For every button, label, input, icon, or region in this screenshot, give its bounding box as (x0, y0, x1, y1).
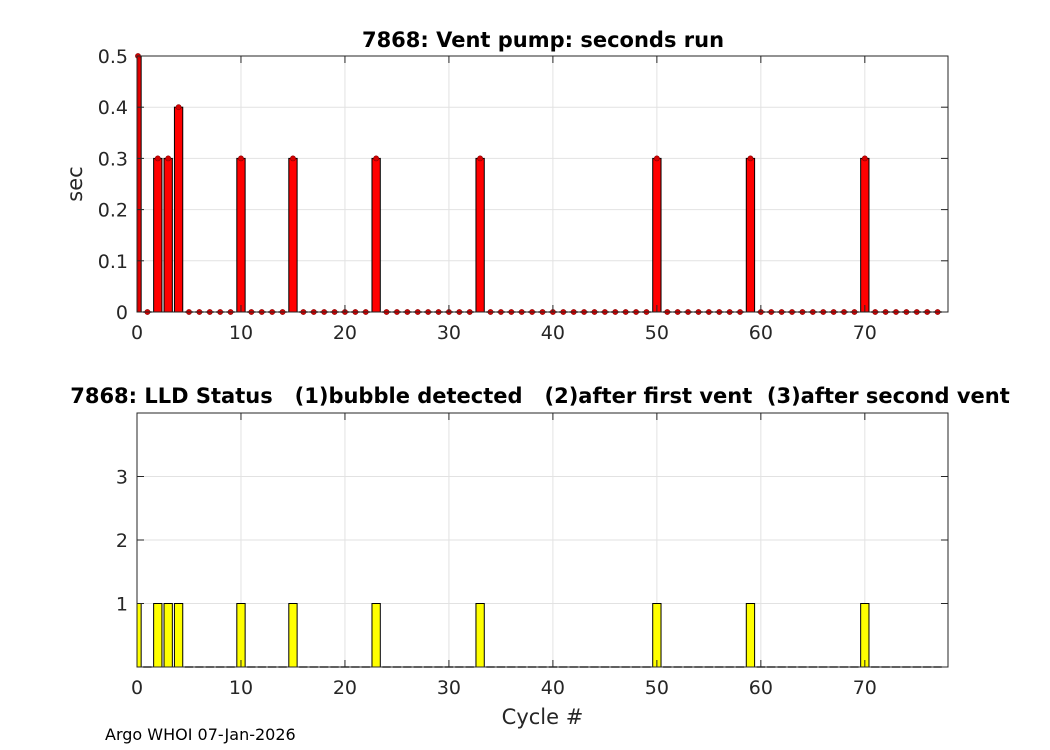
x-tick-label: 40 (541, 322, 565, 344)
plot-area (137, 56, 948, 312)
x-tick-label: 20 (333, 677, 357, 699)
x-tick-label: 10 (229, 322, 253, 344)
y-tick-label: 0.5 (98, 46, 128, 68)
data-point (477, 155, 484, 162)
x-tick-label: 30 (437, 677, 461, 699)
data-point (747, 155, 754, 162)
x-tick-label: 70 (853, 322, 877, 344)
bar (475, 157, 485, 313)
data-point (653, 155, 660, 162)
y-tick-label: 0 (116, 302, 128, 324)
y-tick-label: 3 (116, 467, 128, 489)
lld-status-chart: 0 10 20 30 40 50 60 70 1 2 3 7868: LLD Status (1)bu… (70, 384, 1010, 729)
x-tick-label: 20 (333, 322, 357, 344)
vent-pump-chart: 0 10 20 30 40 50 60 70 0 0.1 0.2 0.3 0.4 0.5 7868: Ven… (63, 28, 949, 344)
x-axis-label: Cycle # (502, 705, 584, 729)
bar (163, 157, 173, 313)
x-tick-label: 70 (853, 677, 877, 699)
data-point (154, 155, 161, 162)
axes-box (136, 55, 949, 313)
bar (173, 106, 184, 313)
bar (860, 603, 870, 668)
x-tick-label: 40 (541, 677, 565, 699)
data-point (290, 155, 296, 162)
y-tick-label: 0.2 (98, 200, 128, 222)
bar (371, 603, 381, 668)
bar (745, 157, 756, 313)
bar (163, 603, 173, 668)
bar (475, 603, 485, 668)
bar (652, 157, 662, 313)
x-tick-label: 0 (131, 322, 143, 344)
footer-credit: Argo WHOI 07-Jan-2026 (105, 725, 296, 744)
chart-title: 7868: LLD Status (1)bubble detected (2)a… (70, 384, 1010, 408)
bar (288, 157, 298, 313)
bar (371, 157, 381, 313)
x-tick-label: 50 (645, 322, 669, 344)
x-tick-label: 10 (229, 677, 253, 699)
chart-title: 7868: Vent pump: seconds run (362, 28, 724, 52)
x-tick-label: 60 (749, 677, 773, 699)
x-tick-label: 0 (131, 677, 143, 699)
y-tick-label: 1 (116, 594, 128, 616)
y-tick-label: 2 (116, 530, 128, 552)
data-point (165, 155, 172, 162)
y-tick-label: 0.1 (98, 251, 128, 273)
y-tick-label: 0.4 (98, 97, 128, 119)
bar (236, 157, 246, 313)
data-point (861, 155, 868, 162)
data-point (238, 155, 244, 162)
bar (173, 603, 184, 668)
y-axis-label: sec (63, 166, 87, 201)
bar (652, 603, 662, 668)
x-tick-label: 50 (645, 677, 669, 699)
bar (860, 157, 870, 313)
data-point (373, 155, 380, 162)
bar (236, 603, 246, 668)
bar (136, 603, 142, 668)
bar (288, 603, 298, 668)
y-tick-label: 0.3 (98, 148, 128, 170)
data-point (175, 104, 182, 111)
x-tick-label: 60 (749, 322, 773, 344)
bar (745, 603, 756, 668)
bar (153, 603, 163, 668)
x-tick-label: 30 (437, 322, 461, 344)
bar (153, 157, 163, 313)
